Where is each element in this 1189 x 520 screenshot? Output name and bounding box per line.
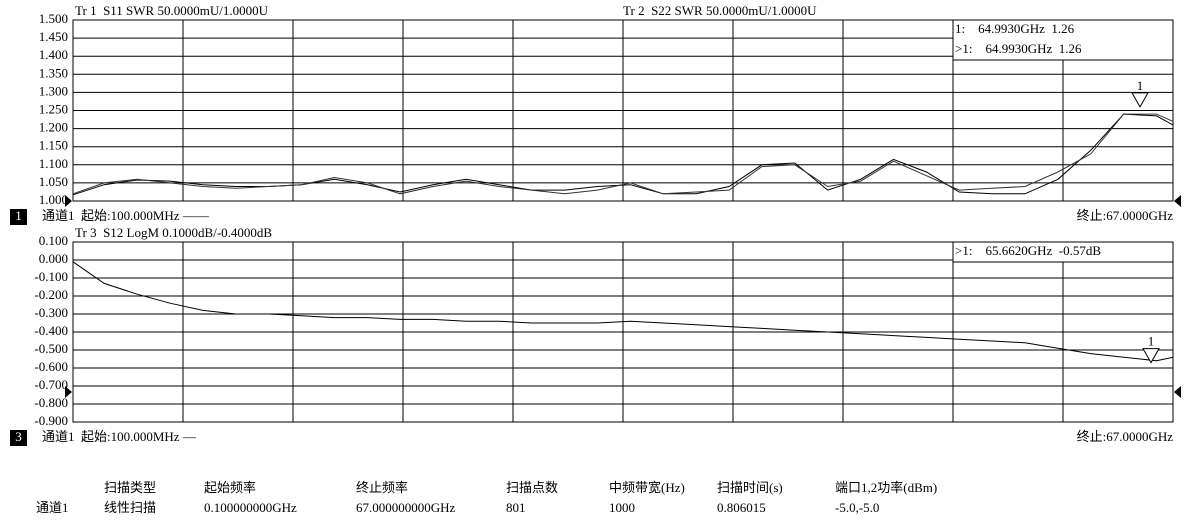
marker-readout-box xyxy=(952,241,1174,263)
trace-line xyxy=(72,261,1174,362)
table-cell: -5.0,-5.0 xyxy=(835,500,879,515)
trace-line xyxy=(72,113,1174,196)
table-cell: 801 xyxy=(506,500,526,515)
y-tick-label: -0.600 xyxy=(34,359,68,374)
y-tick-label: 1.250 xyxy=(39,101,68,116)
y-tick-label: 0.100 xyxy=(39,233,68,248)
table-cell: 1000 xyxy=(609,500,635,515)
y-tick-label: -0.800 xyxy=(34,395,68,410)
y-tick-label: 1.450 xyxy=(39,29,68,44)
table-header: 中频带宽(Hz) xyxy=(609,480,685,495)
trace-label: Tr 3 S12 LogM 0.1000dB/-0.4000dB xyxy=(75,225,272,240)
ref-pointer-left xyxy=(65,195,72,207)
y-tick-label: 1.350 xyxy=(39,65,68,80)
start-label: 通道1 起始:100.000MHz — xyxy=(42,429,197,444)
ref-pointer-right xyxy=(1174,386,1181,398)
ref-pointer-right xyxy=(1174,195,1181,207)
marker-readout: >1: 64.9930GHz 1.26 xyxy=(955,41,1082,56)
start-label: 通道1 起始:100.000MHz —— xyxy=(42,208,210,223)
trace-line xyxy=(72,113,1174,195)
table-header: 扫描时间(s) xyxy=(717,480,783,495)
marker-readout: >1: 65.6620GHz -0.57dB xyxy=(955,243,1101,258)
y-tick-label: 1.400 xyxy=(39,47,68,62)
table-cell: 0.806015 xyxy=(717,500,766,515)
table-row-label: 通道1 xyxy=(36,500,69,515)
marker-readout: 1: 64.9930GHz 1.26 xyxy=(955,21,1075,36)
table-header: 终止频率 xyxy=(356,480,408,495)
marker-triangle xyxy=(1142,348,1160,364)
y-tick-label: -0.700 xyxy=(34,377,68,392)
table-header: 扫描类型 xyxy=(104,480,156,495)
y-tick-label: -0.200 xyxy=(34,287,68,302)
trace-label: Tr 1 S11 SWR 50.0000mU/1.0000U xyxy=(75,3,269,18)
stop-label: 终止:67.0000GHz xyxy=(1077,208,1174,223)
table-cell: 线性扫描 xyxy=(104,500,156,515)
y-tick-label: -0.500 xyxy=(34,341,68,356)
table-header: 起始频率 xyxy=(204,480,256,495)
y-tick-label: 0.000 xyxy=(39,251,68,266)
marker-readout-box xyxy=(952,19,1174,61)
y-tick-label: 1.100 xyxy=(39,156,68,171)
table-cell: 67.000000000GHz xyxy=(356,500,456,515)
y-tick-label: -0.400 xyxy=(34,323,68,338)
trace-label: Tr 2 S22 SWR 50.0000mU/1.0000U xyxy=(623,3,817,18)
table-header: 扫描点数 xyxy=(506,480,558,495)
marker-triangle xyxy=(1131,92,1149,108)
y-tick-label: 1.050 xyxy=(39,174,68,189)
channel-badge: 3 xyxy=(15,429,22,444)
stop-label: 终止:67.0000GHz xyxy=(1077,429,1174,444)
y-tick-label: -0.900 xyxy=(34,413,68,428)
channel-badge-box xyxy=(10,430,27,446)
ref-pointer-left xyxy=(65,386,72,398)
table-cell: 0.100000000GHz xyxy=(204,500,297,515)
y-tick-label: 1.000 xyxy=(39,192,68,207)
marker-label: 1 xyxy=(1137,78,1144,93)
y-tick-label: 1.200 xyxy=(39,120,68,135)
y-tick-label: 1.150 xyxy=(39,138,68,153)
y-tick-label: -0.100 xyxy=(34,269,68,284)
channel-badge-box xyxy=(10,209,27,225)
y-tick-label: 1.300 xyxy=(39,83,68,98)
y-tick-label: 1.500 xyxy=(39,11,68,26)
y-tick-label: -0.300 xyxy=(34,305,68,320)
table-header: 端口1,2功率(dBm) xyxy=(835,480,937,495)
marker-label: 1 xyxy=(1148,334,1155,349)
channel-badge: 1 xyxy=(15,208,22,223)
